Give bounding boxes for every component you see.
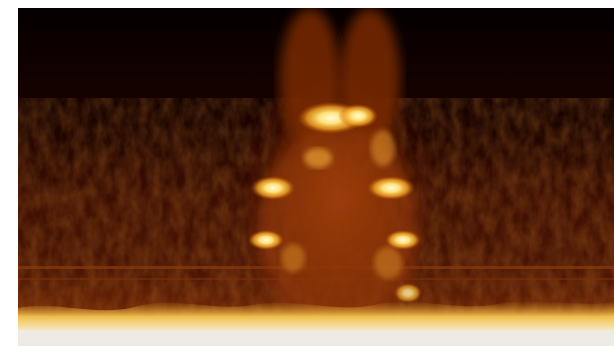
bright-spot-bottom-right — [394, 283, 422, 303]
glow-4 — [374, 247, 402, 279]
glow-1 — [304, 148, 332, 168]
bottom-white-band — [18, 330, 614, 346]
glow-3 — [281, 244, 305, 272]
spectrogram-heatmap — [18, 8, 614, 346]
bright-spot-lower-left — [248, 230, 284, 250]
glow-2 — [371, 130, 395, 166]
heatmap-graphic — [18, 8, 614, 346]
plume-body — [258, 128, 418, 328]
bright-spot-left — [251, 176, 295, 200]
bright-spot-lower-right — [385, 230, 421, 250]
bright-spot-right — [367, 176, 415, 200]
bright-spot-top-2 — [338, 104, 378, 128]
